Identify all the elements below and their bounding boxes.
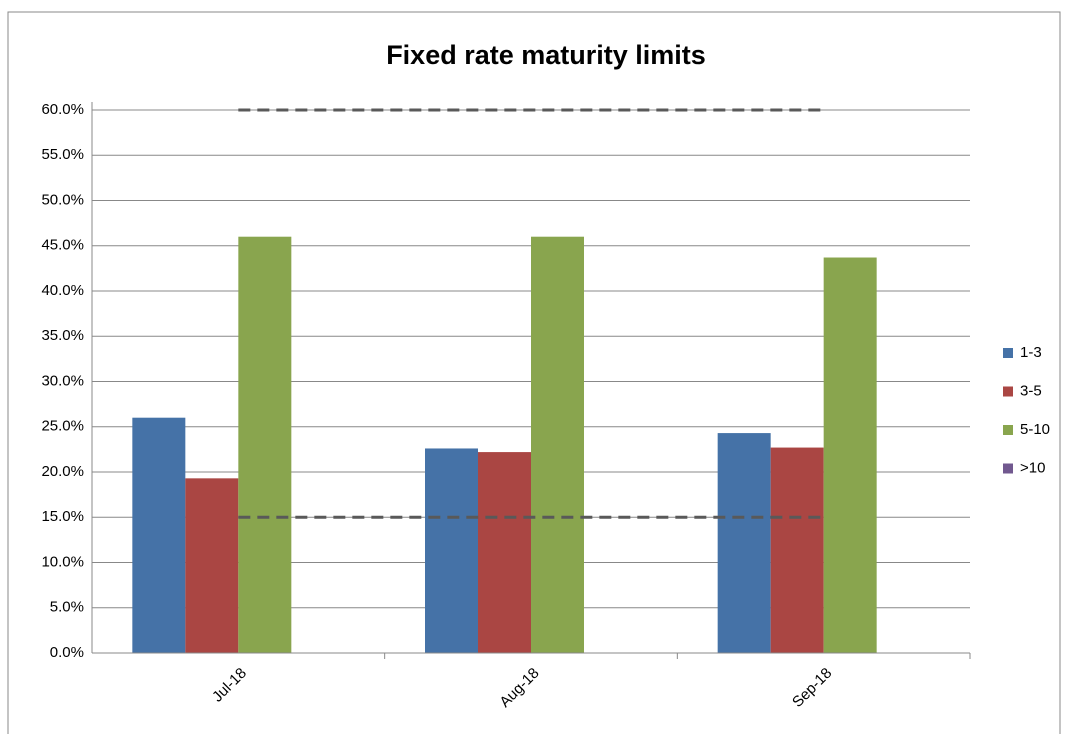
bar <box>185 478 239 653</box>
y-tick-label: 60.0% <box>41 101 84 118</box>
y-tick-label: 35.0% <box>41 327 84 344</box>
bar <box>238 236 292 653</box>
y-tick-label: 40.0% <box>41 282 84 299</box>
y-tick-label: 30.0% <box>41 372 84 389</box>
y-tick-label: 10.0% <box>41 553 84 570</box>
y-tick-label: 5.0% <box>50 599 84 616</box>
chart-title: Fixed rate maturity limits <box>386 40 706 70</box>
x-tick-label: Aug-18 <box>496 665 542 711</box>
bar <box>717 433 771 653</box>
bar <box>425 448 478 653</box>
legend-label: 3-5 <box>1020 382 1042 399</box>
legend-label: >10 <box>1020 459 1045 476</box>
legend-swatch <box>1003 463 1013 474</box>
y-tick-label: 50.0% <box>41 191 84 208</box>
y-tick-label: 0.0% <box>50 644 84 661</box>
x-tick-label: Jul-18 <box>209 665 250 706</box>
y-tick-label: 45.0% <box>41 237 84 254</box>
x-tick-label: Sep-18 <box>789 665 835 711</box>
legend-label: 1-3 <box>1020 344 1042 361</box>
y-tick-label: 55.0% <box>41 146 84 163</box>
bar <box>478 452 531 653</box>
legend-swatch <box>1003 386 1013 397</box>
y-tick-label: 20.0% <box>41 463 84 480</box>
bar <box>132 417 186 653</box>
bar <box>823 257 877 653</box>
legend-swatch <box>1003 348 1013 358</box>
y-tick-label: 15.0% <box>41 508 84 525</box>
bar <box>770 447 824 653</box>
chart-frame <box>7 11 1061 739</box>
legend-swatch <box>1003 425 1013 435</box>
legend-label: 5-10 <box>1020 421 1050 438</box>
y-tick-label: 25.0% <box>41 418 84 435</box>
bar <box>531 236 584 653</box>
